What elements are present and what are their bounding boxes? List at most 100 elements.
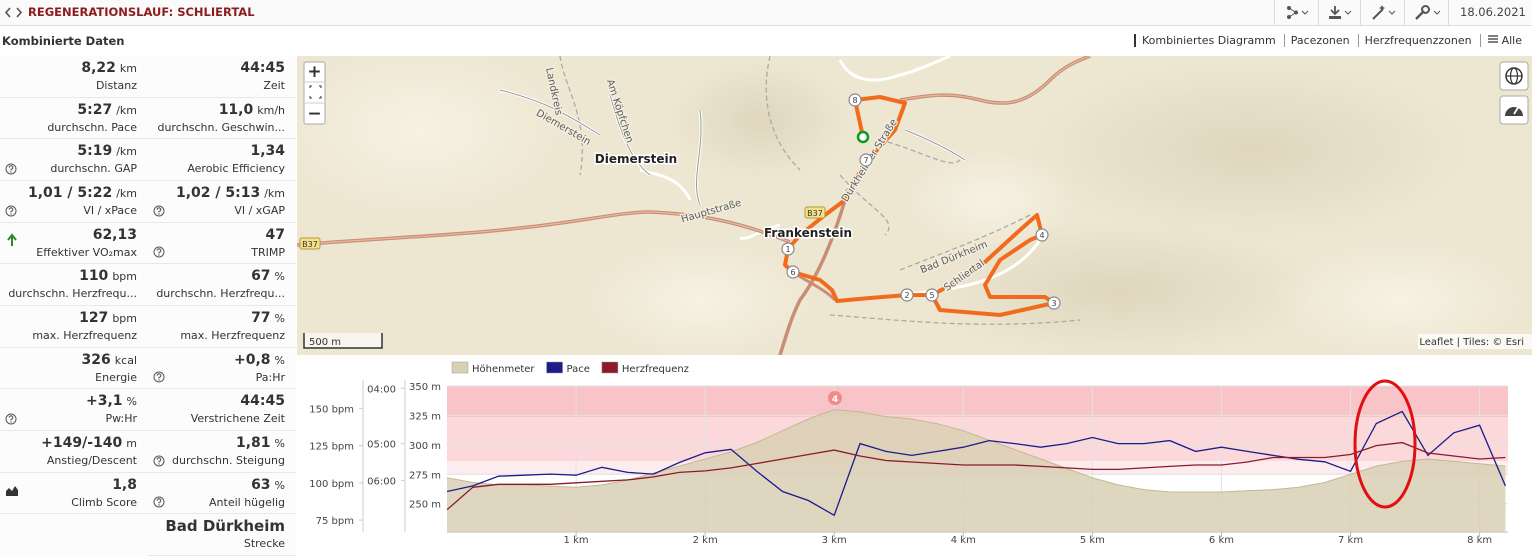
stat-value-line: 1,02 / 5:13/km <box>148 185 285 202</box>
route-marker-label: 4 <box>1039 231 1044 240</box>
stat-label: durchschn. Herzfrequ... <box>8 287 137 301</box>
hr-tick-label: 125 bpm <box>309 442 354 453</box>
stat-value-line: 110 bpm <box>0 268 137 285</box>
stat-value-line: 44:45 <box>148 393 285 410</box>
route-marker-label: 1 <box>785 245 790 254</box>
x-tick-label: 2 km <box>693 535 718 546</box>
stat-label: max. Herzfrequenz <box>32 329 137 342</box>
stat-cell: +149/-140 m Anstieg/Descent <box>0 431 148 473</box>
route-marker[interactable] <box>925 288 939 302</box>
legend-swatch[interactable] <box>451 361 469 374</box>
info-icon[interactable] <box>153 371 165 383</box>
stat-value: 1,8 <box>112 476 137 493</box>
route-marker[interactable] <box>1035 228 1049 242</box>
stat-value-line: 67% <box>148 268 285 285</box>
info-icon[interactable] <box>5 413 17 425</box>
view-tab[interactable]: Herzfrequenzzonen <box>1357 34 1478 47</box>
stat-cell: 1,01 / 5:22/km VI / xPace <box>0 181 148 223</box>
globe-button[interactable] <box>1499 61 1529 91</box>
x-tick-label: 4 km <box>951 535 976 546</box>
legend-label[interactable]: Höhenmeter <box>472 364 535 375</box>
stat-value: 77 <box>251 310 271 326</box>
stat-value: 67 <box>251 268 271 285</box>
settings-button[interactable] <box>1404 0 1448 25</box>
highlight-circle <box>1353 379 1417 509</box>
stat-value: 8,22 <box>81 60 116 76</box>
stat-label: durchschn. Geschwin... <box>157 120 285 134</box>
x-tick-label: 3 km <box>822 535 847 546</box>
route-marker-label: 7 <box>863 156 868 165</box>
legend-swatch[interactable] <box>601 361 619 374</box>
stat-value-line: +3,1% <box>0 393 137 410</box>
section-bar: Kombinierte Daten Kombiniertes Diagramm P… <box>0 26 1532 56</box>
stat-value-line: 77% <box>148 310 285 327</box>
route-marker[interactable] <box>900 288 914 302</box>
stat-value-line: 5:19/km <box>0 143 137 160</box>
legend-label[interactable]: Pace <box>567 364 590 375</box>
route-marker[interactable] <box>781 242 795 256</box>
zoom-out[interactable]: − <box>307 104 321 124</box>
info-icon[interactable] <box>5 205 17 217</box>
stat-value: +149/-140 <box>41 435 123 451</box>
stat-label: Effektiver VO₂max <box>36 245 137 259</box>
info-icon[interactable] <box>153 205 165 217</box>
info-icon[interactable] <box>5 163 17 175</box>
climb-icon <box>6 486 18 497</box>
legend-label[interactable]: Herzfrequenz <box>622 364 689 375</box>
stat-unit: kcal <box>114 353 137 367</box>
nav-arrows[interactable] <box>2 0 26 25</box>
speed-button[interactable] <box>1499 95 1529 125</box>
info-icon[interactable] <box>153 455 165 467</box>
stat-value-line: 1,01 / 5:22/km <box>0 185 137 202</box>
route-marker[interactable] <box>786 265 800 279</box>
stat-value-line: +149/-140 m <box>0 435 137 452</box>
route-marker[interactable] <box>1047 296 1061 310</box>
info-icon[interactable] <box>153 496 165 508</box>
share-button[interactable] <box>1274 0 1318 25</box>
stat-cell: 67% durchschn. Herzfrequ... <box>148 264 296 306</box>
stat-cell: 110 bpm durchschn. Herzfrequ... <box>0 264 148 306</box>
stat-label: Pw:Hr <box>105 412 137 426</box>
view-tab[interactable]: Pacezonen <box>1283 34 1356 47</box>
stat-unit: km <box>119 62 137 75</box>
tab-label: Kombiniertes Diagramm <box>1142 34 1276 47</box>
info-icon[interactable] <box>153 246 165 258</box>
stat-label: Aerobic Efficiency <box>187 162 285 176</box>
stat-unit: bpm <box>112 312 137 325</box>
road-number: B37 <box>807 209 823 218</box>
route-marker[interactable] <box>848 93 862 107</box>
activity-date: 18.06.2021 <box>1460 5 1526 19</box>
stat-label: durchschn. Herzfrequ... <box>156 287 285 301</box>
download-button[interactable] <box>1318 0 1361 25</box>
stat-value-line: 62,13 <box>0 227 137 244</box>
stat-cell: 8,22 km Distanz <box>0 56 148 98</box>
stat-cell: 63% Anteil hügelig <box>148 473 296 515</box>
tab-label: Alle <box>1501 34 1522 47</box>
route-marker[interactable] <box>859 153 873 167</box>
zoom-control[interactable]: +− <box>303 61 326 125</box>
stat-label: durchschn. Pace <box>47 120 137 134</box>
hr-tick-label: 75 bpm <box>316 516 354 527</box>
stat-value: 127 <box>79 310 109 326</box>
stat-value: 47 <box>265 226 285 243</box>
route-marker-label: 2 <box>904 291 909 300</box>
x-tick-label: 8 km <box>1467 535 1492 546</box>
stat-value-line: 1,34 <box>148 143 285 160</box>
stat-cell: +0,8% Pa:Hr <box>148 348 296 390</box>
legend-swatch[interactable] <box>546 361 563 374</box>
tools-button[interactable] <box>1360 0 1405 25</box>
activity-title: REGENERATIONSLAUF: SCHLIERTAL <box>28 5 255 19</box>
view-tab[interactable]: Kombiniertes Diagramm <box>1134 34 1282 47</box>
stat-value: 1,81 <box>236 435 271 451</box>
stat-value: 1,34 <box>250 143 285 160</box>
stat-cell: 47 TRIMP <box>148 223 296 265</box>
zoom-in[interactable]: + <box>307 62 321 82</box>
stat-value-line: 127 bpm <box>0 310 137 327</box>
stat-label: Zeit <box>263 79 285 92</box>
stat-value: 44:45 <box>240 60 285 76</box>
stat-value: 5:27 <box>77 101 113 118</box>
view-tab[interactable]: Alle <box>1479 34 1528 47</box>
pace-tick-label: 04:00 <box>367 384 396 395</box>
stat-unit: % <box>274 478 285 492</box>
